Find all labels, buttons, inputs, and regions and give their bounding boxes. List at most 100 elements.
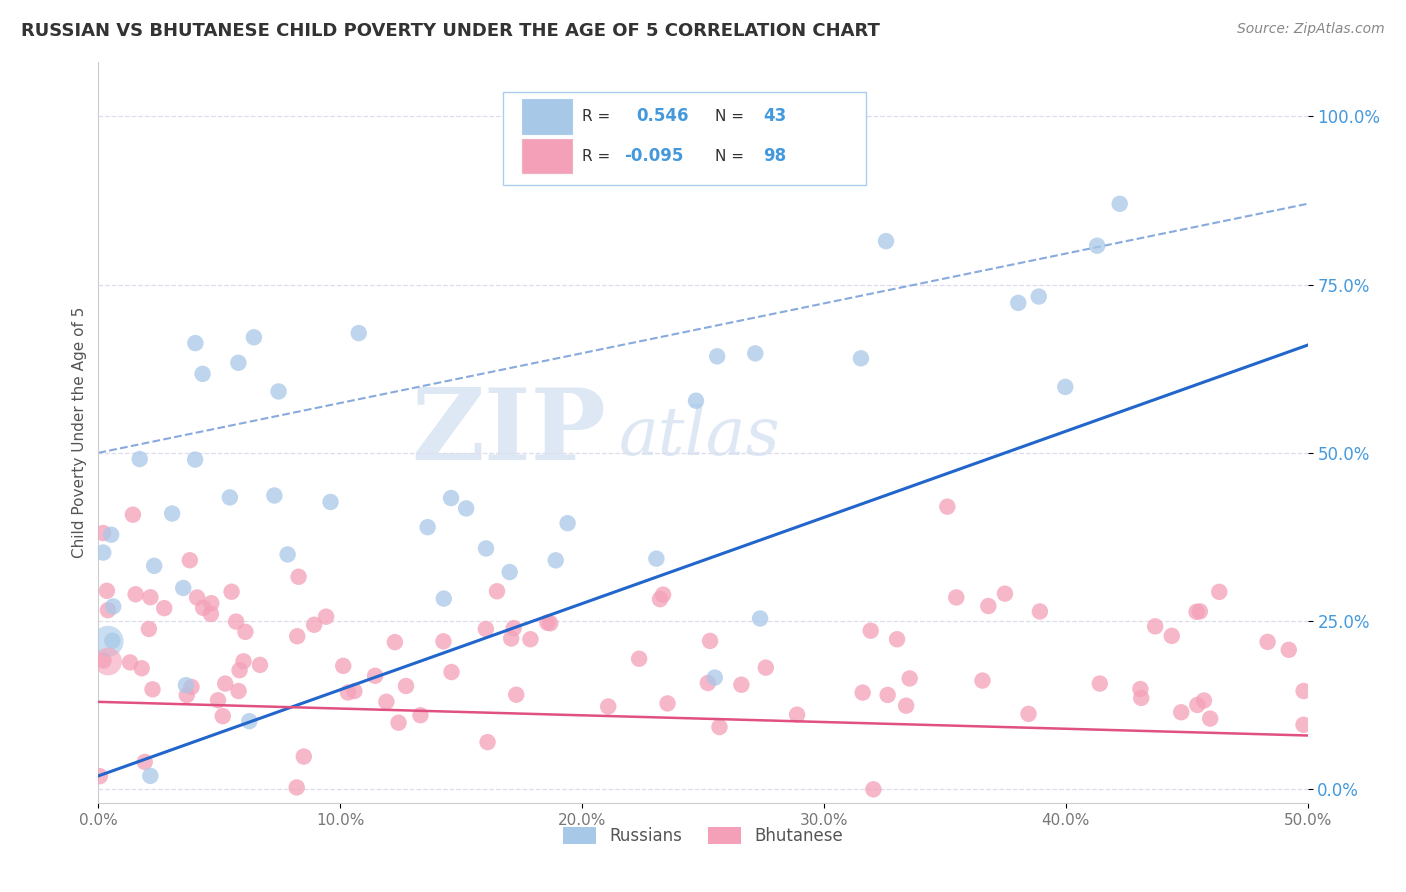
Text: 98: 98 <box>763 147 786 165</box>
Point <box>730 678 752 692</box>
Point <box>375 695 398 709</box>
Point <box>100 527 122 541</box>
Point <box>225 615 247 629</box>
Text: atlas: atlas <box>619 404 780 469</box>
Point <box>1129 681 1152 696</box>
Point <box>347 326 370 340</box>
Point <box>395 679 418 693</box>
Point <box>544 553 567 567</box>
Point <box>228 663 250 677</box>
Point <box>1088 676 1111 690</box>
Point <box>557 516 579 531</box>
Point <box>1028 289 1050 303</box>
Point <box>755 660 778 674</box>
Point <box>228 356 250 370</box>
Point <box>706 349 728 363</box>
Point <box>652 588 675 602</box>
Point <box>101 633 124 648</box>
Point <box>862 782 884 797</box>
Point <box>200 596 222 610</box>
Point <box>200 607 222 621</box>
Point <box>1170 706 1192 720</box>
Point <box>501 632 523 646</box>
Point <box>143 558 166 573</box>
Point <box>235 624 257 639</box>
Point <box>315 609 337 624</box>
Point <box>657 697 679 711</box>
Point <box>994 587 1017 601</box>
Point <box>416 520 439 534</box>
Point <box>1278 643 1301 657</box>
Text: ZIP: ZIP <box>412 384 606 481</box>
Point <box>191 367 214 381</box>
Point <box>859 624 882 638</box>
Point <box>1007 296 1029 310</box>
Point <box>174 678 197 692</box>
Point <box>505 688 527 702</box>
Point <box>91 526 114 541</box>
Point <box>440 665 463 679</box>
Point <box>141 682 163 697</box>
FancyBboxPatch shape <box>503 92 866 185</box>
Point <box>1144 619 1167 633</box>
Point <box>852 685 875 699</box>
Point <box>894 698 917 713</box>
Point <box>886 632 908 647</box>
Point <box>124 587 146 601</box>
Point <box>744 346 766 360</box>
Point <box>91 545 114 559</box>
Point <box>1208 585 1230 599</box>
Point <box>221 584 243 599</box>
Point <box>1017 706 1039 721</box>
Text: 0.546: 0.546 <box>637 108 689 126</box>
Point <box>263 488 285 502</box>
Point <box>131 661 153 675</box>
Point <box>648 592 671 607</box>
Point <box>432 634 454 648</box>
Point <box>1192 693 1215 707</box>
Point <box>319 495 342 509</box>
Point <box>875 234 897 248</box>
Point <box>387 715 409 730</box>
Point <box>703 671 725 685</box>
Text: R =: R = <box>582 149 610 164</box>
Point <box>138 622 160 636</box>
Point <box>977 599 1000 613</box>
Point <box>285 629 308 643</box>
Point <box>1085 238 1108 252</box>
Point <box>433 591 456 606</box>
Point <box>538 616 561 631</box>
Point <box>292 749 315 764</box>
Point <box>477 735 499 749</box>
Point <box>336 685 359 699</box>
Text: N =: N = <box>716 109 744 124</box>
Point <box>172 581 194 595</box>
Point <box>160 507 183 521</box>
Point <box>502 621 524 635</box>
Point <box>519 632 541 647</box>
Point <box>184 452 207 467</box>
Y-axis label: Child Poverty Under the Age of 5: Child Poverty Under the Age of 5 <box>72 307 87 558</box>
Point <box>153 601 176 615</box>
Point <box>238 714 260 728</box>
Point <box>214 676 236 690</box>
Point <box>876 688 898 702</box>
Point <box>498 565 520 579</box>
Point <box>849 351 872 366</box>
Point <box>139 591 162 605</box>
Point <box>96 583 118 598</box>
Point <box>128 452 150 467</box>
Point <box>1188 604 1211 618</box>
Point <box>97 655 120 669</box>
Point <box>749 611 772 625</box>
Point <box>287 570 309 584</box>
Point <box>218 491 240 505</box>
Point <box>193 600 215 615</box>
Text: -0.095: -0.095 <box>624 147 683 165</box>
FancyBboxPatch shape <box>522 139 572 173</box>
Point <box>184 336 207 351</box>
FancyBboxPatch shape <box>522 99 572 134</box>
Text: R =: R = <box>582 109 620 124</box>
Text: N =: N = <box>716 149 744 164</box>
Point <box>384 635 406 649</box>
